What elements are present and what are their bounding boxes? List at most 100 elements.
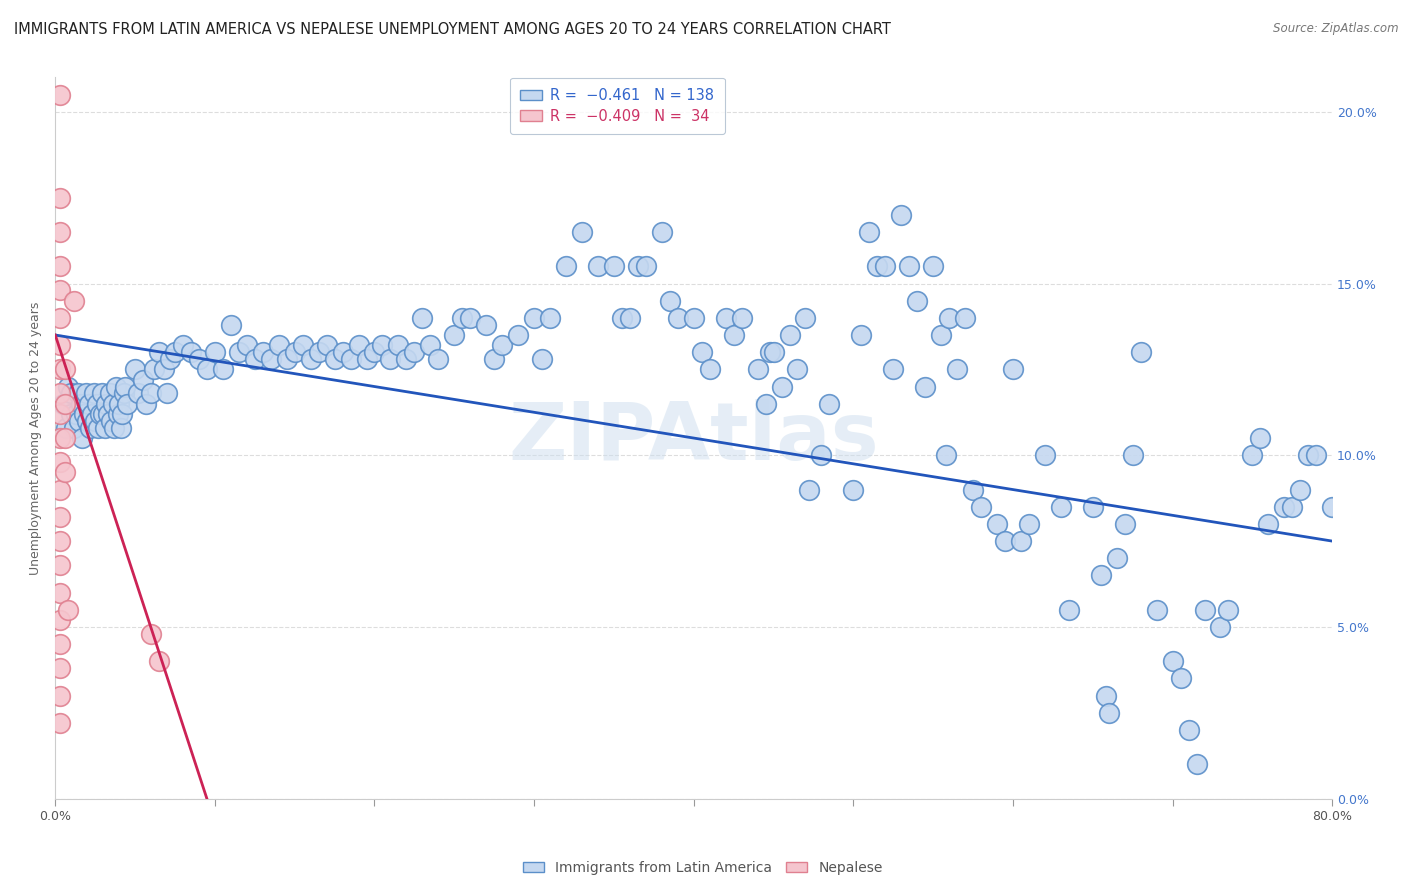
Point bbox=[619, 310, 641, 325]
Point bbox=[538, 310, 561, 325]
Point bbox=[65, 407, 87, 421]
Point bbox=[1105, 551, 1128, 566]
Point bbox=[922, 260, 945, 274]
Point bbox=[627, 260, 650, 274]
Point bbox=[818, 397, 841, 411]
Point bbox=[491, 338, 513, 352]
Y-axis label: Unemployment Among Ages 20 to 24 years: Unemployment Among Ages 20 to 24 years bbox=[30, 301, 42, 574]
Point bbox=[523, 310, 546, 325]
Point bbox=[104, 379, 127, 393]
Point bbox=[1090, 568, 1112, 582]
Point bbox=[49, 689, 72, 703]
Point bbox=[60, 407, 83, 421]
Point bbox=[842, 483, 865, 497]
Point bbox=[132, 373, 155, 387]
Point bbox=[252, 345, 274, 359]
Point bbox=[1094, 689, 1116, 703]
Point bbox=[53, 431, 76, 445]
Point bbox=[49, 510, 72, 524]
Point bbox=[80, 407, 103, 421]
Point bbox=[1033, 448, 1056, 462]
Point bbox=[49, 386, 72, 401]
Point bbox=[754, 397, 776, 411]
Point bbox=[890, 208, 912, 222]
Text: IMMIGRANTS FROM LATIN AMERICA VS NEPALESE UNEMPLOYMENT AMONG AGES 20 TO 24 YEARS: IMMIGRANTS FROM LATIN AMERICA VS NEPALES… bbox=[14, 22, 891, 37]
Point bbox=[96, 397, 118, 411]
Point bbox=[1209, 620, 1232, 634]
Point bbox=[127, 386, 149, 401]
Point bbox=[458, 310, 481, 325]
Point bbox=[1050, 500, 1073, 514]
Point bbox=[89, 407, 111, 421]
Point bbox=[1305, 448, 1327, 462]
Point bbox=[586, 260, 609, 274]
Point bbox=[90, 386, 112, 401]
Point bbox=[236, 338, 259, 352]
Point bbox=[49, 260, 72, 274]
Point bbox=[730, 310, 752, 325]
Point bbox=[770, 379, 793, 393]
Point bbox=[723, 328, 745, 343]
Point bbox=[49, 455, 72, 469]
Point bbox=[148, 345, 170, 359]
Point bbox=[1241, 448, 1264, 462]
Point bbox=[690, 345, 713, 359]
Point bbox=[60, 386, 83, 401]
Point bbox=[135, 397, 157, 411]
Point bbox=[112, 386, 135, 401]
Point bbox=[103, 421, 125, 435]
Point bbox=[49, 310, 72, 325]
Point bbox=[75, 386, 97, 401]
Point bbox=[571, 225, 593, 239]
Point bbox=[1057, 603, 1080, 617]
Point bbox=[79, 421, 101, 435]
Point bbox=[658, 293, 681, 308]
Point bbox=[443, 328, 465, 343]
Point bbox=[797, 483, 820, 497]
Legend: R =  −0.461   N = 138, R =  −0.409   N =  34: R = −0.461 N = 138, R = −0.409 N = 34 bbox=[509, 78, 724, 134]
Point bbox=[291, 338, 314, 352]
Point bbox=[1257, 516, 1279, 531]
Point bbox=[1010, 534, 1032, 549]
Point bbox=[114, 379, 136, 393]
Point bbox=[1001, 362, 1024, 376]
Point bbox=[172, 338, 194, 352]
Point bbox=[1129, 345, 1152, 359]
Point bbox=[986, 516, 1008, 531]
Point bbox=[555, 260, 578, 274]
Point bbox=[323, 352, 346, 367]
Point bbox=[49, 637, 72, 651]
Point bbox=[152, 362, 174, 376]
Point bbox=[699, 362, 721, 376]
Point bbox=[531, 352, 554, 367]
Point bbox=[994, 534, 1017, 549]
Point bbox=[858, 225, 880, 239]
Point bbox=[1218, 603, 1240, 617]
Point bbox=[794, 310, 817, 325]
Point bbox=[1185, 757, 1208, 772]
Point bbox=[935, 448, 957, 462]
Point bbox=[49, 191, 72, 205]
Point bbox=[356, 352, 378, 367]
Point bbox=[875, 260, 897, 274]
Point bbox=[395, 352, 418, 367]
Point bbox=[97, 407, 120, 421]
Point bbox=[228, 345, 250, 359]
Point bbox=[49, 284, 72, 298]
Point bbox=[1177, 723, 1199, 737]
Point bbox=[84, 414, 107, 428]
Point bbox=[946, 362, 969, 376]
Point bbox=[76, 414, 98, 428]
Point bbox=[49, 613, 72, 627]
Point bbox=[49, 558, 72, 573]
Point bbox=[49, 585, 72, 599]
Point bbox=[87, 421, 110, 435]
Point bbox=[1289, 483, 1312, 497]
Point bbox=[77, 397, 100, 411]
Point bbox=[714, 310, 737, 325]
Point bbox=[49, 338, 72, 352]
Point bbox=[634, 260, 657, 274]
Point bbox=[83, 386, 105, 401]
Point bbox=[49, 483, 72, 497]
Point bbox=[451, 310, 474, 325]
